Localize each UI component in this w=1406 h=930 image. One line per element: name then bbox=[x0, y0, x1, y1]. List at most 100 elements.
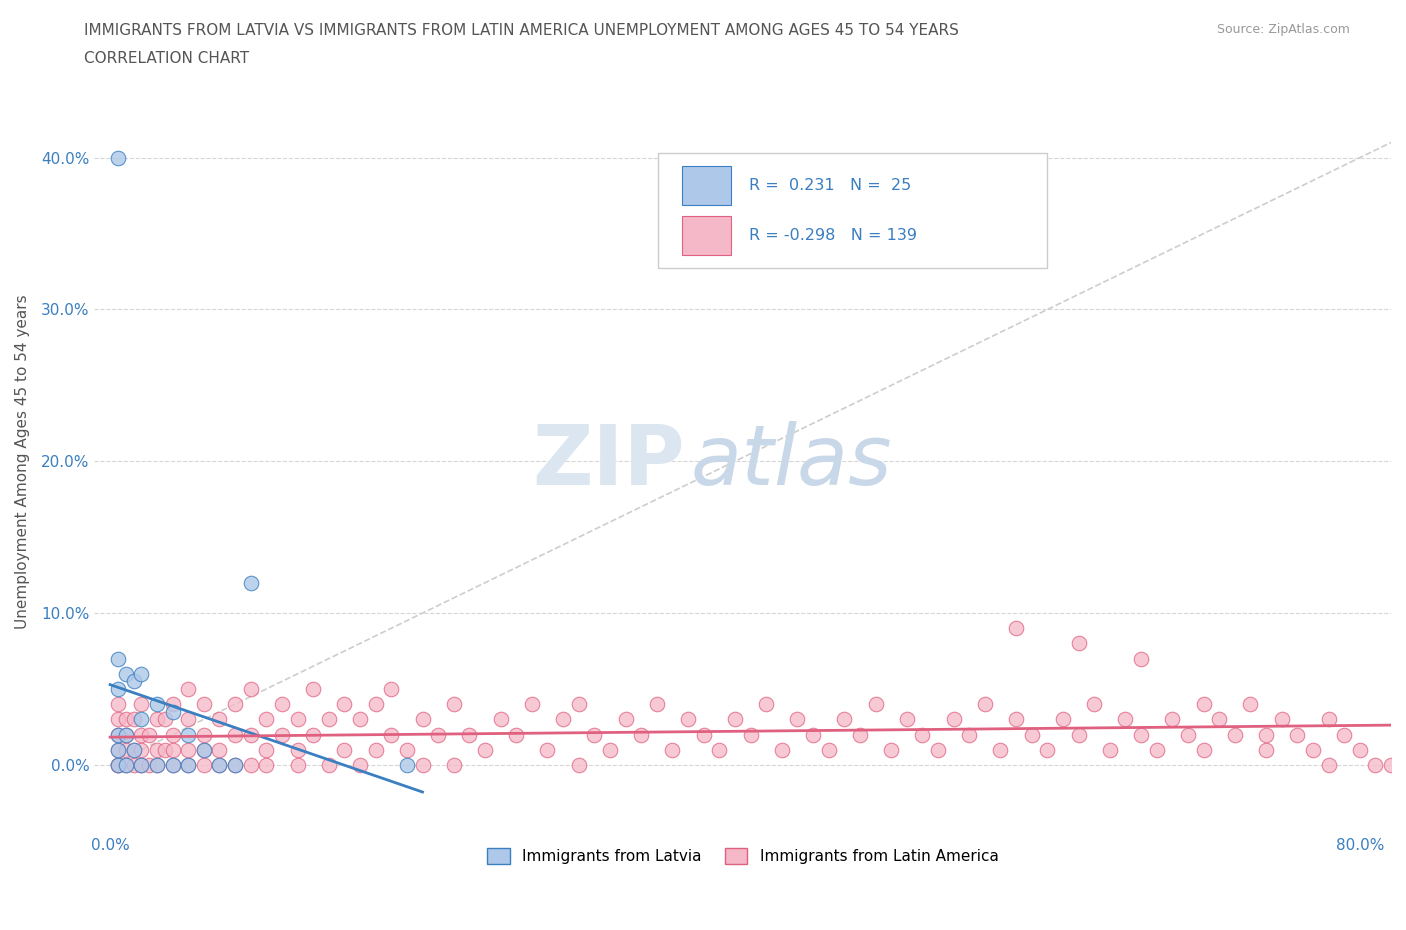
Point bbox=[107, 742, 129, 757]
Point bbox=[107, 682, 129, 697]
Point bbox=[1146, 742, 1168, 757]
Point bbox=[520, 697, 543, 711]
Text: R =  0.231   N =  25: R = 0.231 N = 25 bbox=[749, 178, 911, 193]
Point bbox=[505, 727, 527, 742]
Point bbox=[1302, 742, 1324, 757]
Point bbox=[114, 711, 136, 726]
Point bbox=[177, 682, 200, 697]
Point bbox=[177, 757, 200, 772]
Point bbox=[1098, 742, 1121, 757]
Point bbox=[122, 742, 145, 757]
Text: ZIP: ZIP bbox=[531, 420, 685, 502]
Point bbox=[114, 727, 136, 742]
Point bbox=[131, 711, 153, 726]
Point bbox=[239, 727, 262, 742]
Point bbox=[692, 727, 714, 742]
Point bbox=[645, 697, 668, 711]
Point bbox=[224, 757, 246, 772]
FancyBboxPatch shape bbox=[682, 166, 731, 205]
Point bbox=[443, 697, 465, 711]
Point bbox=[114, 757, 136, 772]
Point bbox=[208, 711, 231, 726]
FancyBboxPatch shape bbox=[658, 153, 1047, 268]
Point bbox=[349, 757, 371, 772]
Point bbox=[287, 711, 309, 726]
FancyBboxPatch shape bbox=[682, 216, 731, 255]
Point bbox=[1317, 757, 1340, 772]
Point bbox=[1114, 711, 1136, 726]
Point bbox=[107, 757, 129, 772]
Point bbox=[1286, 727, 1309, 742]
Y-axis label: Unemployment Among Ages 45 to 54 years: Unemployment Among Ages 45 to 54 years bbox=[15, 294, 30, 629]
Point bbox=[911, 727, 934, 742]
Point bbox=[162, 704, 184, 719]
Point bbox=[239, 682, 262, 697]
Point bbox=[583, 727, 606, 742]
Point bbox=[153, 742, 176, 757]
Point bbox=[1239, 697, 1261, 711]
Point bbox=[832, 711, 855, 726]
Point bbox=[193, 757, 215, 772]
Point bbox=[302, 727, 325, 742]
Point bbox=[146, 697, 169, 711]
Point bbox=[193, 742, 215, 757]
Point bbox=[131, 757, 153, 772]
Point bbox=[162, 697, 184, 711]
Point bbox=[333, 697, 356, 711]
Point bbox=[254, 742, 277, 757]
Point bbox=[474, 742, 496, 757]
Point bbox=[1271, 711, 1294, 726]
Point bbox=[107, 727, 129, 742]
Point bbox=[107, 651, 129, 666]
Point bbox=[302, 682, 325, 697]
Point bbox=[114, 742, 136, 757]
Point bbox=[364, 697, 387, 711]
Point bbox=[1067, 636, 1090, 651]
Point bbox=[146, 757, 169, 772]
Point bbox=[107, 151, 129, 166]
Point bbox=[1005, 621, 1028, 636]
Point bbox=[896, 711, 918, 726]
Point bbox=[1021, 727, 1043, 742]
Point bbox=[380, 682, 402, 697]
Point bbox=[122, 711, 145, 726]
Point bbox=[709, 742, 731, 757]
Point bbox=[1161, 711, 1184, 726]
Point bbox=[122, 742, 145, 757]
Point bbox=[146, 742, 169, 757]
Point bbox=[146, 711, 169, 726]
Point bbox=[122, 674, 145, 689]
Point bbox=[599, 742, 621, 757]
Point bbox=[177, 711, 200, 726]
Point bbox=[724, 711, 747, 726]
Point bbox=[193, 742, 215, 757]
Point bbox=[224, 757, 246, 772]
Point bbox=[131, 757, 153, 772]
Point bbox=[107, 757, 129, 772]
Point bbox=[107, 742, 129, 757]
Point bbox=[177, 727, 200, 742]
Point bbox=[239, 757, 262, 772]
Point bbox=[927, 742, 949, 757]
Point bbox=[208, 742, 231, 757]
Text: IMMIGRANTS FROM LATVIA VS IMMIGRANTS FROM LATIN AMERICA UNEMPLOYMENT AMONG AGES : IMMIGRANTS FROM LATVIA VS IMMIGRANTS FRO… bbox=[84, 23, 959, 38]
Point bbox=[880, 742, 903, 757]
Point bbox=[1254, 742, 1277, 757]
Point bbox=[1005, 711, 1028, 726]
Point bbox=[443, 757, 465, 772]
Point bbox=[239, 576, 262, 591]
Point bbox=[770, 742, 793, 757]
Point bbox=[287, 757, 309, 772]
Point bbox=[1052, 711, 1074, 726]
Point bbox=[412, 757, 434, 772]
Point bbox=[131, 697, 153, 711]
Point bbox=[458, 727, 481, 742]
Point bbox=[193, 697, 215, 711]
Point bbox=[1130, 651, 1153, 666]
Point bbox=[1083, 697, 1105, 711]
Point bbox=[122, 757, 145, 772]
Text: atlas: atlas bbox=[690, 420, 893, 502]
Point bbox=[1192, 697, 1215, 711]
Point bbox=[131, 667, 153, 682]
Point bbox=[1067, 727, 1090, 742]
